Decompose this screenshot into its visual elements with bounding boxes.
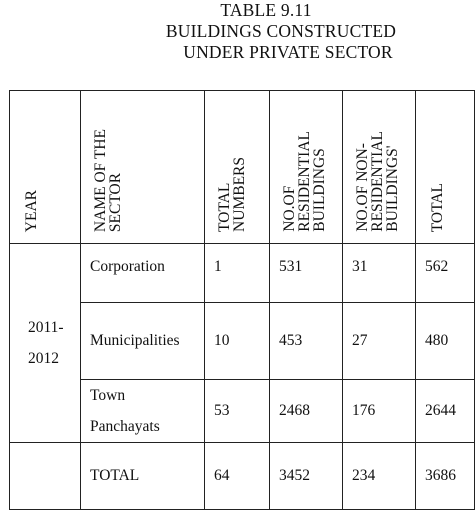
total-cell: 562	[415, 243, 475, 303]
non-residential-cell: 176	[342, 379, 416, 443]
non-residential-cell: 234	[342, 442, 416, 510]
table-number: TABLE 9.11	[220, 0, 312, 20]
year-cell: 2011- 2012	[9, 243, 81, 443]
total-cell: 480	[415, 302, 475, 380]
sector-name: Municipalities	[80, 302, 205, 380]
buildings-table: YEAR NAME OF THE SECTOR TOTAL NUMBERS NO…	[9, 90, 475, 510]
total-numbers-cell: 1	[204, 243, 270, 303]
header-sector: NAME OF THE SECTOR	[80, 90, 205, 244]
header-total-numbers: TOTAL NUMBERS	[204, 90, 270, 244]
residential-cell: 3452	[269, 442, 343, 510]
table-title-line-1: BUILDINGS CONSTRUCTED	[165, 21, 397, 41]
table-title-line-2: UNDER PRIVATE SECTOR	[183, 42, 393, 62]
header-row: YEAR NAME OF THE SECTOR TOTAL NUMBERS NO…	[9, 90, 475, 244]
sector-name: Corporation	[80, 243, 205, 303]
total-numbers-cell: 53	[204, 379, 270, 443]
total-cell: 2644	[415, 379, 475, 443]
header-non-residential: NO.OF NON- RESIDENTIAL BUILDINGS'	[342, 90, 416, 244]
residential-cell: 2468	[269, 379, 343, 443]
header-residential: NO.OF RESIDENTIAL BUILDINGS	[269, 90, 343, 244]
table-row: Town Panchayats 53 2468 176 2644	[10, 379, 475, 443]
residential-cell: 453	[269, 302, 343, 380]
non-residential-cell: 31	[342, 243, 416, 303]
header-year: YEAR	[9, 90, 81, 244]
table-row: Municipalities 10 453 27 480	[10, 302, 475, 380]
non-residential-cell: 27	[342, 302, 416, 380]
header-total: TOTAL	[415, 90, 475, 244]
totals-row: TOTAL 64 3452 234 3686	[9, 442, 475, 510]
table-title: TABLE 9.11 BUILDINGS CONSTRUCTED UNDER P…	[0, 0, 476, 63]
totals-label: TOTAL	[80, 442, 205, 510]
sector-name: Town Panchayats	[80, 379, 205, 443]
total-cell: 3686	[415, 442, 475, 510]
empty-year-cell	[9, 442, 81, 510]
total-numbers-cell: 64	[204, 442, 270, 510]
table-row: 2011- 2012 Corporation 1 531 31 562	[9, 243, 475, 443]
total-numbers-cell: 10	[204, 302, 270, 380]
residential-cell: 531	[269, 243, 343, 303]
